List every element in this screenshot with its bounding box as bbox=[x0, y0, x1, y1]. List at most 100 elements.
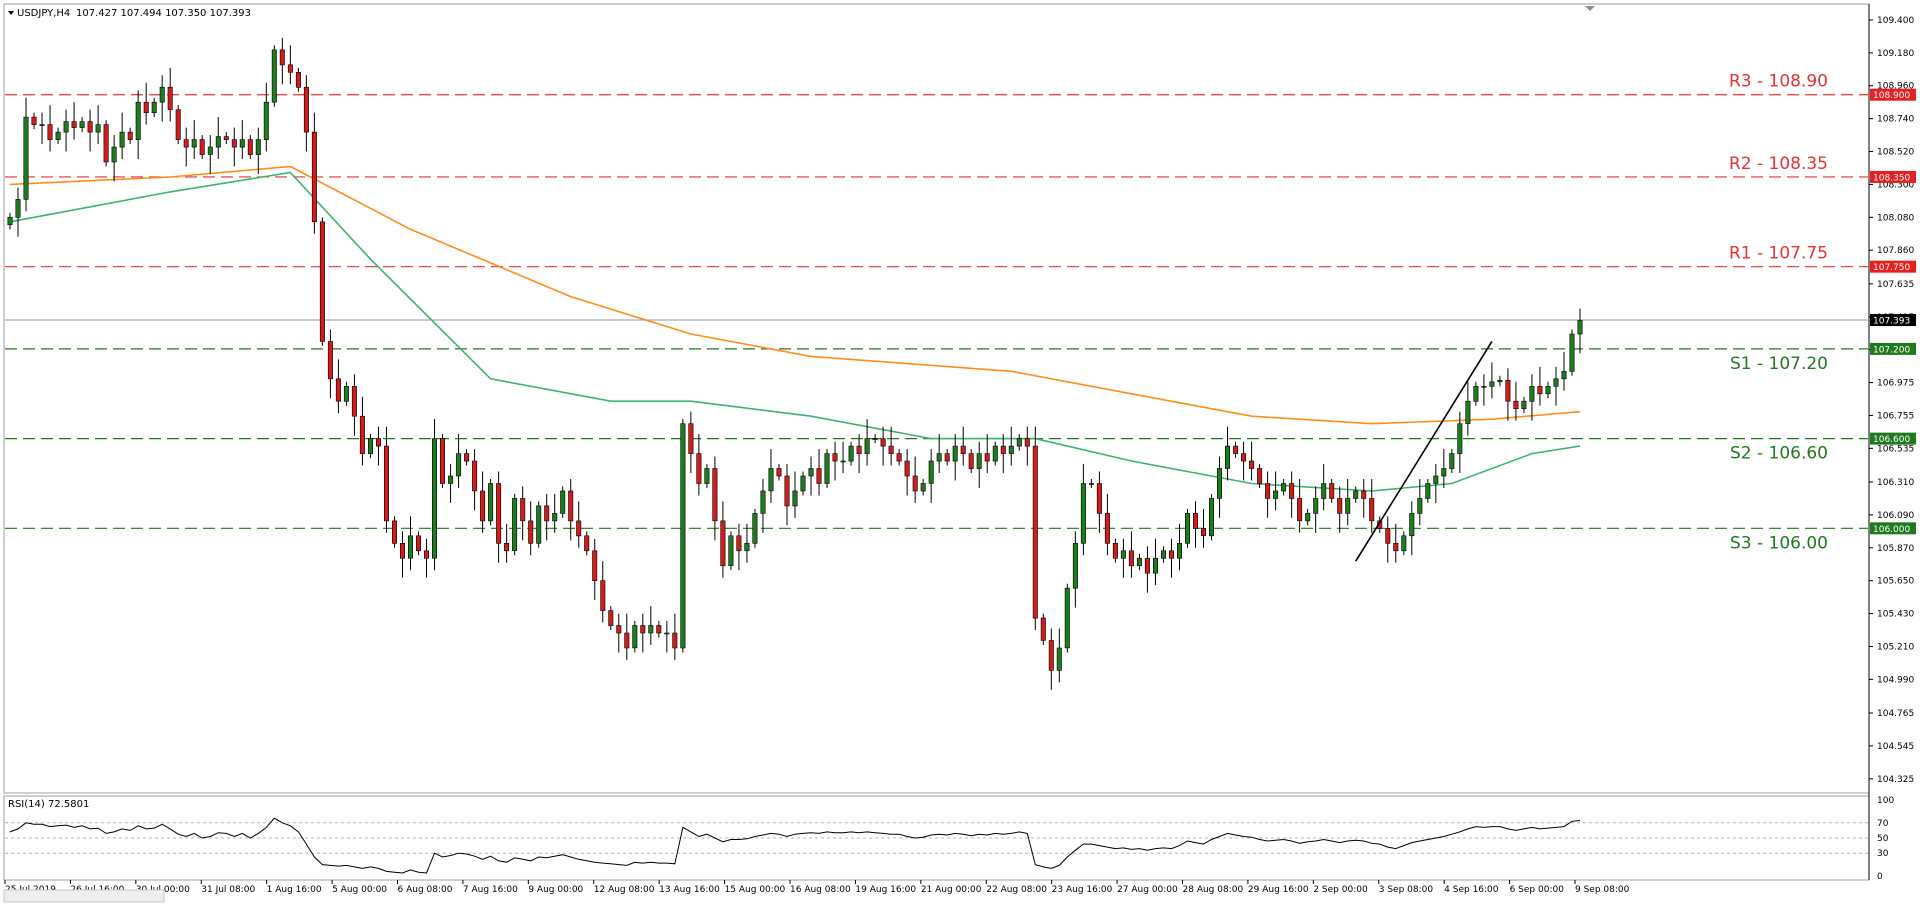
candle bbox=[1345, 478, 1351, 526]
dropdown-triangle-icon[interactable] bbox=[8, 11, 14, 15]
chart-tab-bar[interactable] bbox=[3, 889, 165, 903]
candle-body bbox=[383, 445, 389, 522]
candle bbox=[736, 523, 742, 571]
candle-body bbox=[95, 124, 101, 133]
candle bbox=[391, 516, 397, 548]
candle-body bbox=[680, 423, 686, 649]
time-tick-label: 13 Aug 16:00 bbox=[659, 885, 720, 895]
candle bbox=[720, 501, 726, 578]
candle-body bbox=[1241, 453, 1247, 462]
candle bbox=[407, 516, 413, 571]
candle bbox=[7, 212, 13, 230]
candle-body bbox=[1265, 483, 1271, 499]
candle-body bbox=[912, 475, 918, 492]
candle bbox=[856, 434, 862, 474]
candle-body bbox=[151, 101, 157, 113]
candle bbox=[1241, 441, 1247, 481]
candle-body bbox=[191, 139, 197, 148]
candle bbox=[448, 464, 454, 503]
candle bbox=[1032, 426, 1038, 631]
candle bbox=[319, 217, 325, 346]
candle bbox=[832, 441, 838, 481]
candle bbox=[752, 508, 758, 548]
candle bbox=[167, 67, 173, 122]
time-tick-label: 6 Sep 00:00 bbox=[1510, 885, 1565, 895]
candle bbox=[343, 381, 349, 406]
price-tick-label: 107.635 bbox=[1877, 280, 1914, 290]
price-tick-label: 104.765 bbox=[1877, 709, 1914, 719]
candle-body bbox=[263, 101, 269, 140]
price-tick-label: 108.080 bbox=[1877, 213, 1914, 223]
candle-body bbox=[175, 109, 181, 140]
candle bbox=[1353, 486, 1359, 503]
candle bbox=[55, 127, 61, 145]
candle-body bbox=[1225, 445, 1231, 469]
candle bbox=[431, 419, 437, 571]
candle-body bbox=[992, 445, 998, 462]
candle bbox=[1321, 464, 1327, 511]
current-price-tag-bg bbox=[1870, 314, 1916, 327]
candle bbox=[848, 441, 854, 466]
time-tick-label: 7 Aug 16:00 bbox=[463, 885, 518, 895]
candle-body bbox=[1120, 550, 1126, 559]
candle-body bbox=[1393, 542, 1399, 552]
price-tick-label: 105.650 bbox=[1877, 577, 1914, 587]
candle-body bbox=[1529, 385, 1535, 402]
candle bbox=[1465, 381, 1471, 436]
candle-body bbox=[1056, 647, 1062, 671]
candle bbox=[552, 493, 558, 533]
candle bbox=[1096, 471, 1102, 533]
candle-body bbox=[584, 535, 590, 552]
candle bbox=[1297, 478, 1303, 533]
time-tick-label: 9 Aug 00:00 bbox=[528, 885, 583, 895]
candle bbox=[1305, 508, 1311, 526]
time-tick-label: 23 Aug 16:00 bbox=[1052, 885, 1113, 895]
candle-body bbox=[504, 542, 510, 552]
candle-body bbox=[223, 136, 229, 140]
candle-body bbox=[1577, 320, 1583, 335]
candle-body bbox=[616, 625, 622, 634]
candle bbox=[872, 434, 878, 444]
candle-body bbox=[800, 475, 806, 492]
rsi-axis-label: 100 bbox=[1877, 796, 1894, 806]
candle bbox=[1425, 478, 1431, 503]
candle-body bbox=[1096, 483, 1102, 514]
candle bbox=[816, 449, 822, 496]
candle bbox=[1016, 434, 1022, 451]
candle bbox=[135, 90, 141, 160]
rsi-axis-label: 70 bbox=[1877, 819, 1889, 829]
candle bbox=[47, 105, 53, 152]
price-tick-label: 109.180 bbox=[1877, 49, 1914, 59]
candle bbox=[327, 329, 333, 399]
candle bbox=[568, 478, 574, 541]
candle-body bbox=[319, 221, 325, 342]
time-tick-label: 6 Aug 08:00 bbox=[398, 885, 453, 895]
candle bbox=[480, 471, 486, 533]
candle bbox=[79, 117, 85, 133]
chart-shift-marker-icon[interactable] bbox=[1585, 6, 1595, 11]
candle-body bbox=[1064, 587, 1070, 649]
candle bbox=[560, 486, 566, 518]
candle bbox=[1537, 366, 1543, 406]
candle bbox=[1473, 381, 1479, 406]
candle bbox=[584, 531, 590, 556]
candle bbox=[576, 501, 582, 548]
candle bbox=[1489, 362, 1495, 399]
candle bbox=[1217, 456, 1223, 518]
candle bbox=[31, 112, 37, 130]
candle-body bbox=[1032, 445, 1038, 619]
candle bbox=[1201, 508, 1207, 548]
candle-body bbox=[1201, 527, 1207, 537]
candle bbox=[688, 411, 694, 474]
candle-body bbox=[1449, 453, 1455, 469]
candle bbox=[1289, 471, 1295, 518]
candle-body bbox=[295, 72, 301, 88]
candle-body bbox=[656, 625, 662, 634]
candle-body bbox=[1457, 423, 1463, 454]
candle-body bbox=[480, 490, 486, 522]
candle-body bbox=[375, 438, 381, 447]
candle-body bbox=[311, 131, 317, 223]
candle bbox=[351, 374, 357, 436]
candle-body bbox=[1321, 483, 1327, 499]
support-label-3: S3 - 106.00 bbox=[1730, 533, 1828, 553]
